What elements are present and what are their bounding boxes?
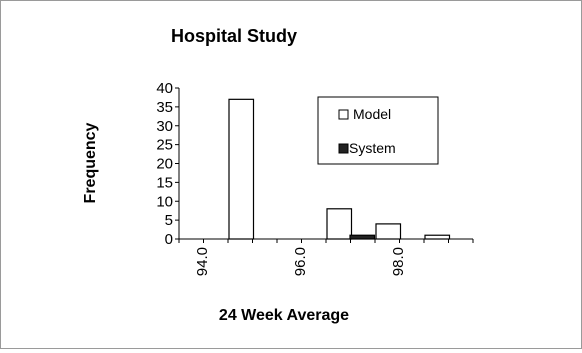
legend-label-model: Model <box>353 106 391 122</box>
y-tick-label: 10 <box>156 193 173 210</box>
bar-model <box>424 234 451 240</box>
bar-system <box>349 234 376 240</box>
x-tick-label: 94.0 <box>194 247 211 276</box>
x-axis-label: 24 Week Average <box>219 307 349 324</box>
histogram-chart: Hospital Study Frequency 24 Week Average… <box>82 26 474 324</box>
y-tick-label: 30 <box>156 118 173 135</box>
y-tick-label: 25 <box>156 137 173 154</box>
y-tick-label: 5 <box>165 212 173 229</box>
y-tick-label: 20 <box>156 156 173 173</box>
y-tick-label: 35 <box>156 99 173 116</box>
y-tick-label: 40 <box>156 80 173 97</box>
chart-title: Hospital Study <box>171 26 297 46</box>
bar-model <box>228 98 255 240</box>
bar-model <box>375 223 402 240</box>
bar-model <box>326 208 353 240</box>
y-axis-label: Frequency <box>82 122 99 203</box>
x-tick-label: 96.0 <box>292 247 309 276</box>
x-tick-label: 98.0 <box>390 247 407 276</box>
legend-label-system: System <box>349 140 396 156</box>
legend-box <box>317 96 439 165</box>
legend-swatch-system <box>338 143 349 154</box>
y-tick-label: 0 <box>165 231 173 248</box>
legend-swatch-model <box>338 109 349 120</box>
legend: Model System <box>317 96 439 165</box>
y-tick-label: 15 <box>156 174 173 191</box>
